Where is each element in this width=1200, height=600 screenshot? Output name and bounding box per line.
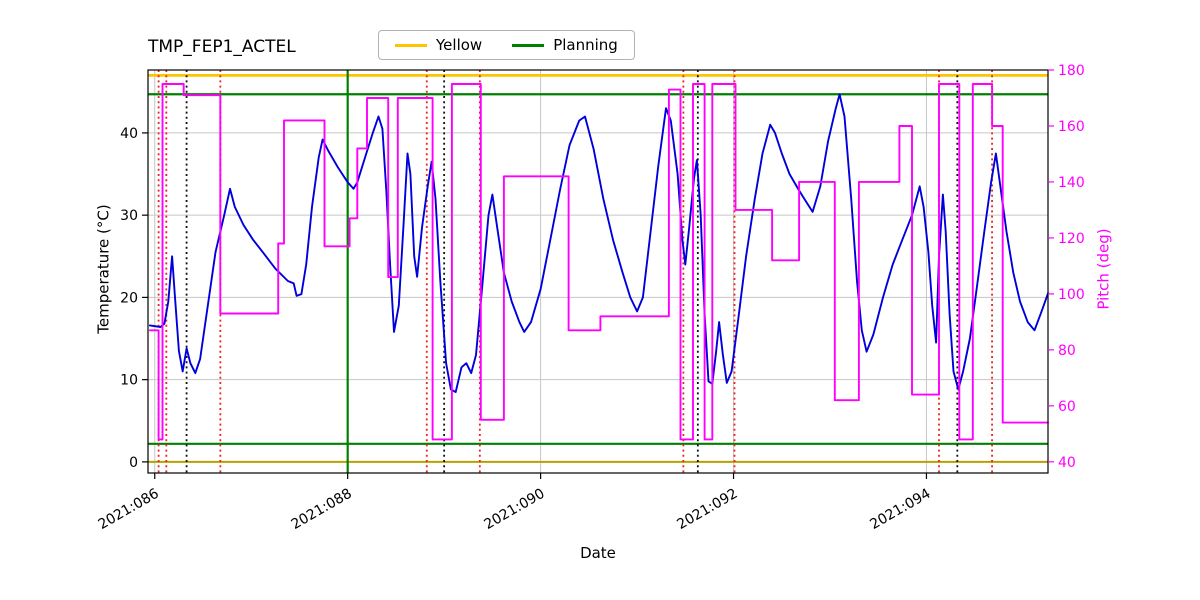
y-tick-label-left: 0 xyxy=(129,455,138,471)
plot-frame xyxy=(147,69,1049,474)
yellow-limit-swatch xyxy=(395,43,427,47)
y-axis-label-right: Pitch (deg) xyxy=(1094,228,1113,310)
y-tick-label-left: 30 xyxy=(120,208,138,224)
y-tick-label-left: 20 xyxy=(120,290,138,306)
y-tick-label-right: 40 xyxy=(1058,455,1076,471)
y-tick-label-right: 80 xyxy=(1058,343,1076,359)
legend: Yellow Planning xyxy=(378,30,635,60)
x-tick-label: 2021:090 xyxy=(482,486,548,533)
y-tick-label-left: 10 xyxy=(120,373,138,389)
x-axis-label: Date xyxy=(580,544,616,562)
y-tick-label-right: 140 xyxy=(1058,175,1085,191)
y-tick-label-right: 100 xyxy=(1058,287,1085,303)
y-axis-label-left: Temperature (°C) xyxy=(94,204,113,334)
y-tick-label-right: 160 xyxy=(1058,119,1085,135)
legend-item-planning: Planning xyxy=(512,36,618,54)
series-pitch xyxy=(148,83,1049,441)
x-tick-label: 2021:088 xyxy=(289,486,355,533)
x-tick-label: 2021:086 xyxy=(96,486,162,533)
legend-label-yellow: Yellow xyxy=(436,36,483,54)
y-tick-label-right: 120 xyxy=(1058,231,1085,247)
x-tick-label: 2021:092 xyxy=(674,486,740,533)
y-tick-label-right: 180 xyxy=(1058,63,1085,79)
y-tick-label-right: 60 xyxy=(1058,399,1076,415)
x-tick-label: 2021:094 xyxy=(867,486,933,533)
chart-title: TMP_FEP1_ACTEL xyxy=(148,37,296,57)
legend-item-yellow: Yellow xyxy=(395,36,482,54)
y-tick-label-left: 40 xyxy=(120,126,138,142)
legend-label-planning: Planning xyxy=(553,36,618,54)
planning-limit-swatch xyxy=(512,43,545,47)
series-temperature xyxy=(148,93,1049,393)
